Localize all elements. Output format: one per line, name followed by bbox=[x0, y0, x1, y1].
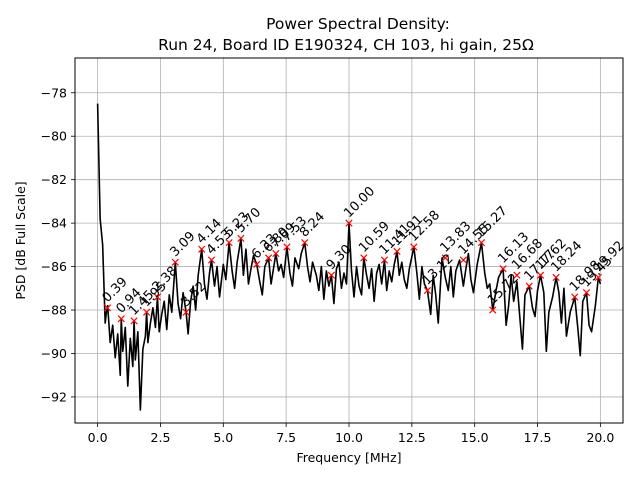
x-axis-label: Frequency [MHz] bbox=[296, 450, 401, 465]
chart-title-line1: Power Spectral Density: bbox=[266, 15, 450, 33]
y-tick-label: −88 bbox=[41, 303, 67, 318]
x-tick-label: 20.0 bbox=[586, 430, 614, 445]
x-axis-ticks: 0.0 2.5 5.0 7.5 10.0 12.5 15.0 17.5 20.0 bbox=[88, 423, 614, 445]
peak-marker bbox=[380, 256, 389, 264]
peak-marker bbox=[582, 289, 591, 297]
y-tick-label: −92 bbox=[41, 389, 67, 404]
x-tick-label: 5.0 bbox=[213, 430, 233, 445]
peak-markers bbox=[103, 219, 602, 325]
y-tick-label: −78 bbox=[41, 85, 67, 100]
peak-marker bbox=[143, 308, 151, 316]
peak-marker bbox=[153, 293, 162, 301]
peak-marker bbox=[207, 256, 216, 264]
peak-marker bbox=[182, 308, 190, 316]
peak-marker bbox=[552, 273, 560, 282]
peak-marker bbox=[360, 254, 368, 262]
chart-title-line2: Run 24, Board ID E190324, CH 103, hi gai… bbox=[158, 36, 534, 54]
plot-area bbox=[96, 103, 602, 411]
y-axis-ticks: −78 −80 −82 −84 −86 −88 −90 −92 bbox=[41, 85, 75, 404]
peak-marker bbox=[283, 243, 291, 251]
x-tick-label: 10.0 bbox=[335, 430, 363, 445]
peak-marker bbox=[237, 234, 245, 242]
peak-marker bbox=[571, 293, 579, 301]
peak-marker bbox=[594, 273, 602, 282]
y-tick-label: −82 bbox=[41, 172, 67, 187]
psd-series-line bbox=[96, 103, 602, 411]
peak-marker bbox=[171, 258, 179, 266]
y-tick-label: −80 bbox=[41, 129, 67, 144]
peak-marker bbox=[513, 271, 521, 279]
y-tick-label: −86 bbox=[41, 259, 67, 274]
peak-marker bbox=[130, 317, 138, 325]
x-tick-label: 0.0 bbox=[88, 430, 108, 445]
y-tick-label: −90 bbox=[41, 346, 67, 361]
peak-marker bbox=[393, 247, 401, 255]
y-tick-label: −84 bbox=[41, 216, 67, 231]
x-tick-label: 15.0 bbox=[461, 430, 489, 445]
peak-marker bbox=[536, 271, 545, 279]
peak-marker bbox=[459, 256, 468, 264]
x-tick-label: 2.5 bbox=[151, 430, 171, 445]
x-tick-label: 17.5 bbox=[524, 430, 552, 445]
peak-marker bbox=[225, 239, 233, 247]
peak-marker bbox=[423, 286, 432, 295]
peak-marker bbox=[477, 239, 486, 247]
peak-marker bbox=[301, 239, 309, 247]
peak-marker bbox=[117, 315, 125, 323]
peak-marker bbox=[253, 260, 261, 269]
peak-marker bbox=[441, 254, 449, 262]
x-tick-label: 7.5 bbox=[276, 430, 296, 445]
peak-marker bbox=[525, 282, 533, 290]
peak-marker bbox=[410, 243, 418, 251]
x-tick-label: 12.5 bbox=[398, 430, 426, 445]
peak-marker bbox=[327, 271, 336, 279]
peak-marker bbox=[345, 219, 353, 227]
peak-marker bbox=[272, 249, 280, 258]
peak-marker bbox=[489, 306, 497, 314]
y-axis-label: PSD [dB Full Scale] bbox=[13, 181, 28, 299]
peak-marker bbox=[103, 304, 112, 312]
peak-marker bbox=[499, 265, 507, 273]
peak-marker bbox=[198, 245, 206, 253]
peak-marker bbox=[264, 254, 273, 262]
